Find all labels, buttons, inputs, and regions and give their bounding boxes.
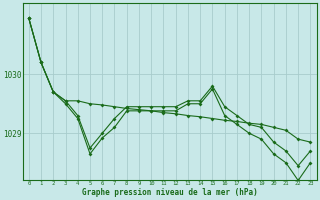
X-axis label: Graphe pression niveau de la mer (hPa): Graphe pression niveau de la mer (hPa) [82, 188, 258, 197]
